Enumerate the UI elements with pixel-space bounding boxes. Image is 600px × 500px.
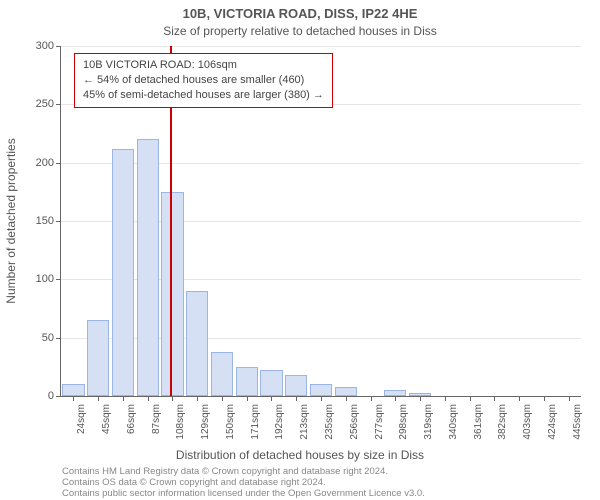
histogram-bar (236, 367, 258, 396)
x-tick-label: 213sqm (299, 404, 310, 444)
x-tick-mark (544, 396, 545, 401)
x-tick-label: 256sqm (349, 404, 360, 444)
footer-line-3: Contains public sector information licen… (62, 488, 425, 499)
chart-title: 10B, VICTORIA ROAD, DISS, IP22 4HE (0, 6, 600, 21)
x-tick-label: 192sqm (274, 404, 285, 444)
x-tick-mark (321, 396, 322, 401)
histogram-bar (112, 149, 134, 396)
x-tick-label: 361sqm (473, 404, 484, 444)
histogram-bar (87, 320, 109, 396)
y-tick-label: 0 (14, 390, 54, 402)
x-tick-label: 277sqm (374, 404, 385, 444)
annotation-line-2: ← 54% of detached houses are smaller (46… (83, 73, 324, 88)
x-tick-mark (569, 396, 570, 401)
x-tick-mark (296, 396, 297, 401)
annotation-line-1: 10B VICTORIA ROAD: 106sqm (83, 58, 324, 73)
x-tick-label: 108sqm (175, 404, 186, 444)
x-tick-label: 171sqm (250, 404, 261, 444)
y-tick-mark (56, 221, 61, 222)
x-tick-label: 66sqm (126, 404, 137, 444)
chart-container: { "title": "10B, VICTORIA ROAD, DISS, IP… (0, 0, 600, 500)
x-tick-mark (98, 396, 99, 401)
y-tick-label: 250 (14, 98, 54, 110)
histogram-bar (211, 352, 233, 396)
histogram-bar (186, 291, 208, 396)
x-tick-mark (197, 396, 198, 401)
x-tick-mark (148, 396, 149, 401)
x-tick-mark (271, 396, 272, 401)
histogram-bar (62, 384, 84, 396)
histogram-bar (335, 387, 357, 396)
x-tick-label: 445sqm (572, 404, 583, 444)
y-tick-mark (56, 104, 61, 105)
x-tick-label: 129sqm (200, 404, 211, 444)
x-tick-label: 235sqm (324, 404, 335, 444)
x-tick-mark (346, 396, 347, 401)
plot-area: 10B VICTORIA ROAD: 106sqm ← 54% of detac… (60, 46, 581, 397)
x-axis-label: Distribution of detached houses by size … (0, 448, 600, 462)
y-tick-label: 50 (14, 332, 54, 344)
x-tick-label: 403sqm (522, 404, 533, 444)
x-tick-label: 24sqm (76, 404, 87, 444)
y-tick-label: 300 (14, 40, 54, 52)
x-tick-label: 150sqm (225, 404, 236, 444)
y-tick-label: 200 (14, 157, 54, 169)
y-tick-label: 150 (14, 215, 54, 227)
x-tick-label: 87sqm (151, 404, 162, 444)
y-tick-mark (56, 46, 61, 47)
x-tick-label: 298sqm (398, 404, 409, 444)
annotation-line-3: 45% of semi-detached houses are larger (… (83, 88, 324, 103)
histogram-bar (310, 384, 332, 396)
x-tick-mark (494, 396, 495, 401)
x-tick-label: 424sqm (547, 404, 558, 444)
x-tick-label: 382sqm (497, 404, 508, 444)
x-tick-mark (247, 396, 248, 401)
x-tick-mark (73, 396, 74, 401)
x-tick-mark (172, 396, 173, 401)
histogram-bar (285, 375, 307, 396)
x-tick-mark (123, 396, 124, 401)
x-tick-mark (519, 396, 520, 401)
y-tick-mark (56, 396, 61, 397)
histogram-bar (161, 192, 183, 396)
x-tick-label: 45sqm (101, 404, 112, 444)
x-tick-mark (445, 396, 446, 401)
x-tick-mark (371, 396, 372, 401)
y-tick-mark (56, 338, 61, 339)
histogram-bar (260, 370, 282, 396)
chart-subtitle: Size of property relative to detached ho… (0, 24, 600, 38)
footer-line-1: Contains HM Land Registry data © Crown c… (62, 466, 388, 477)
gridline (61, 46, 581, 47)
x-tick-mark (222, 396, 223, 401)
x-tick-label: 340sqm (448, 404, 459, 444)
x-tick-label: 319sqm (423, 404, 434, 444)
footer-line-2: Contains OS data © Crown copyright and d… (62, 477, 326, 488)
x-tick-mark (470, 396, 471, 401)
annotation-box: 10B VICTORIA ROAD: 106sqm ← 54% of detac… (74, 53, 333, 108)
y-tick-mark (56, 163, 61, 164)
y-tick-label: 100 (14, 273, 54, 285)
histogram-bar (137, 139, 159, 396)
x-tick-mark (395, 396, 396, 401)
y-tick-mark (56, 279, 61, 280)
x-tick-mark (420, 396, 421, 401)
